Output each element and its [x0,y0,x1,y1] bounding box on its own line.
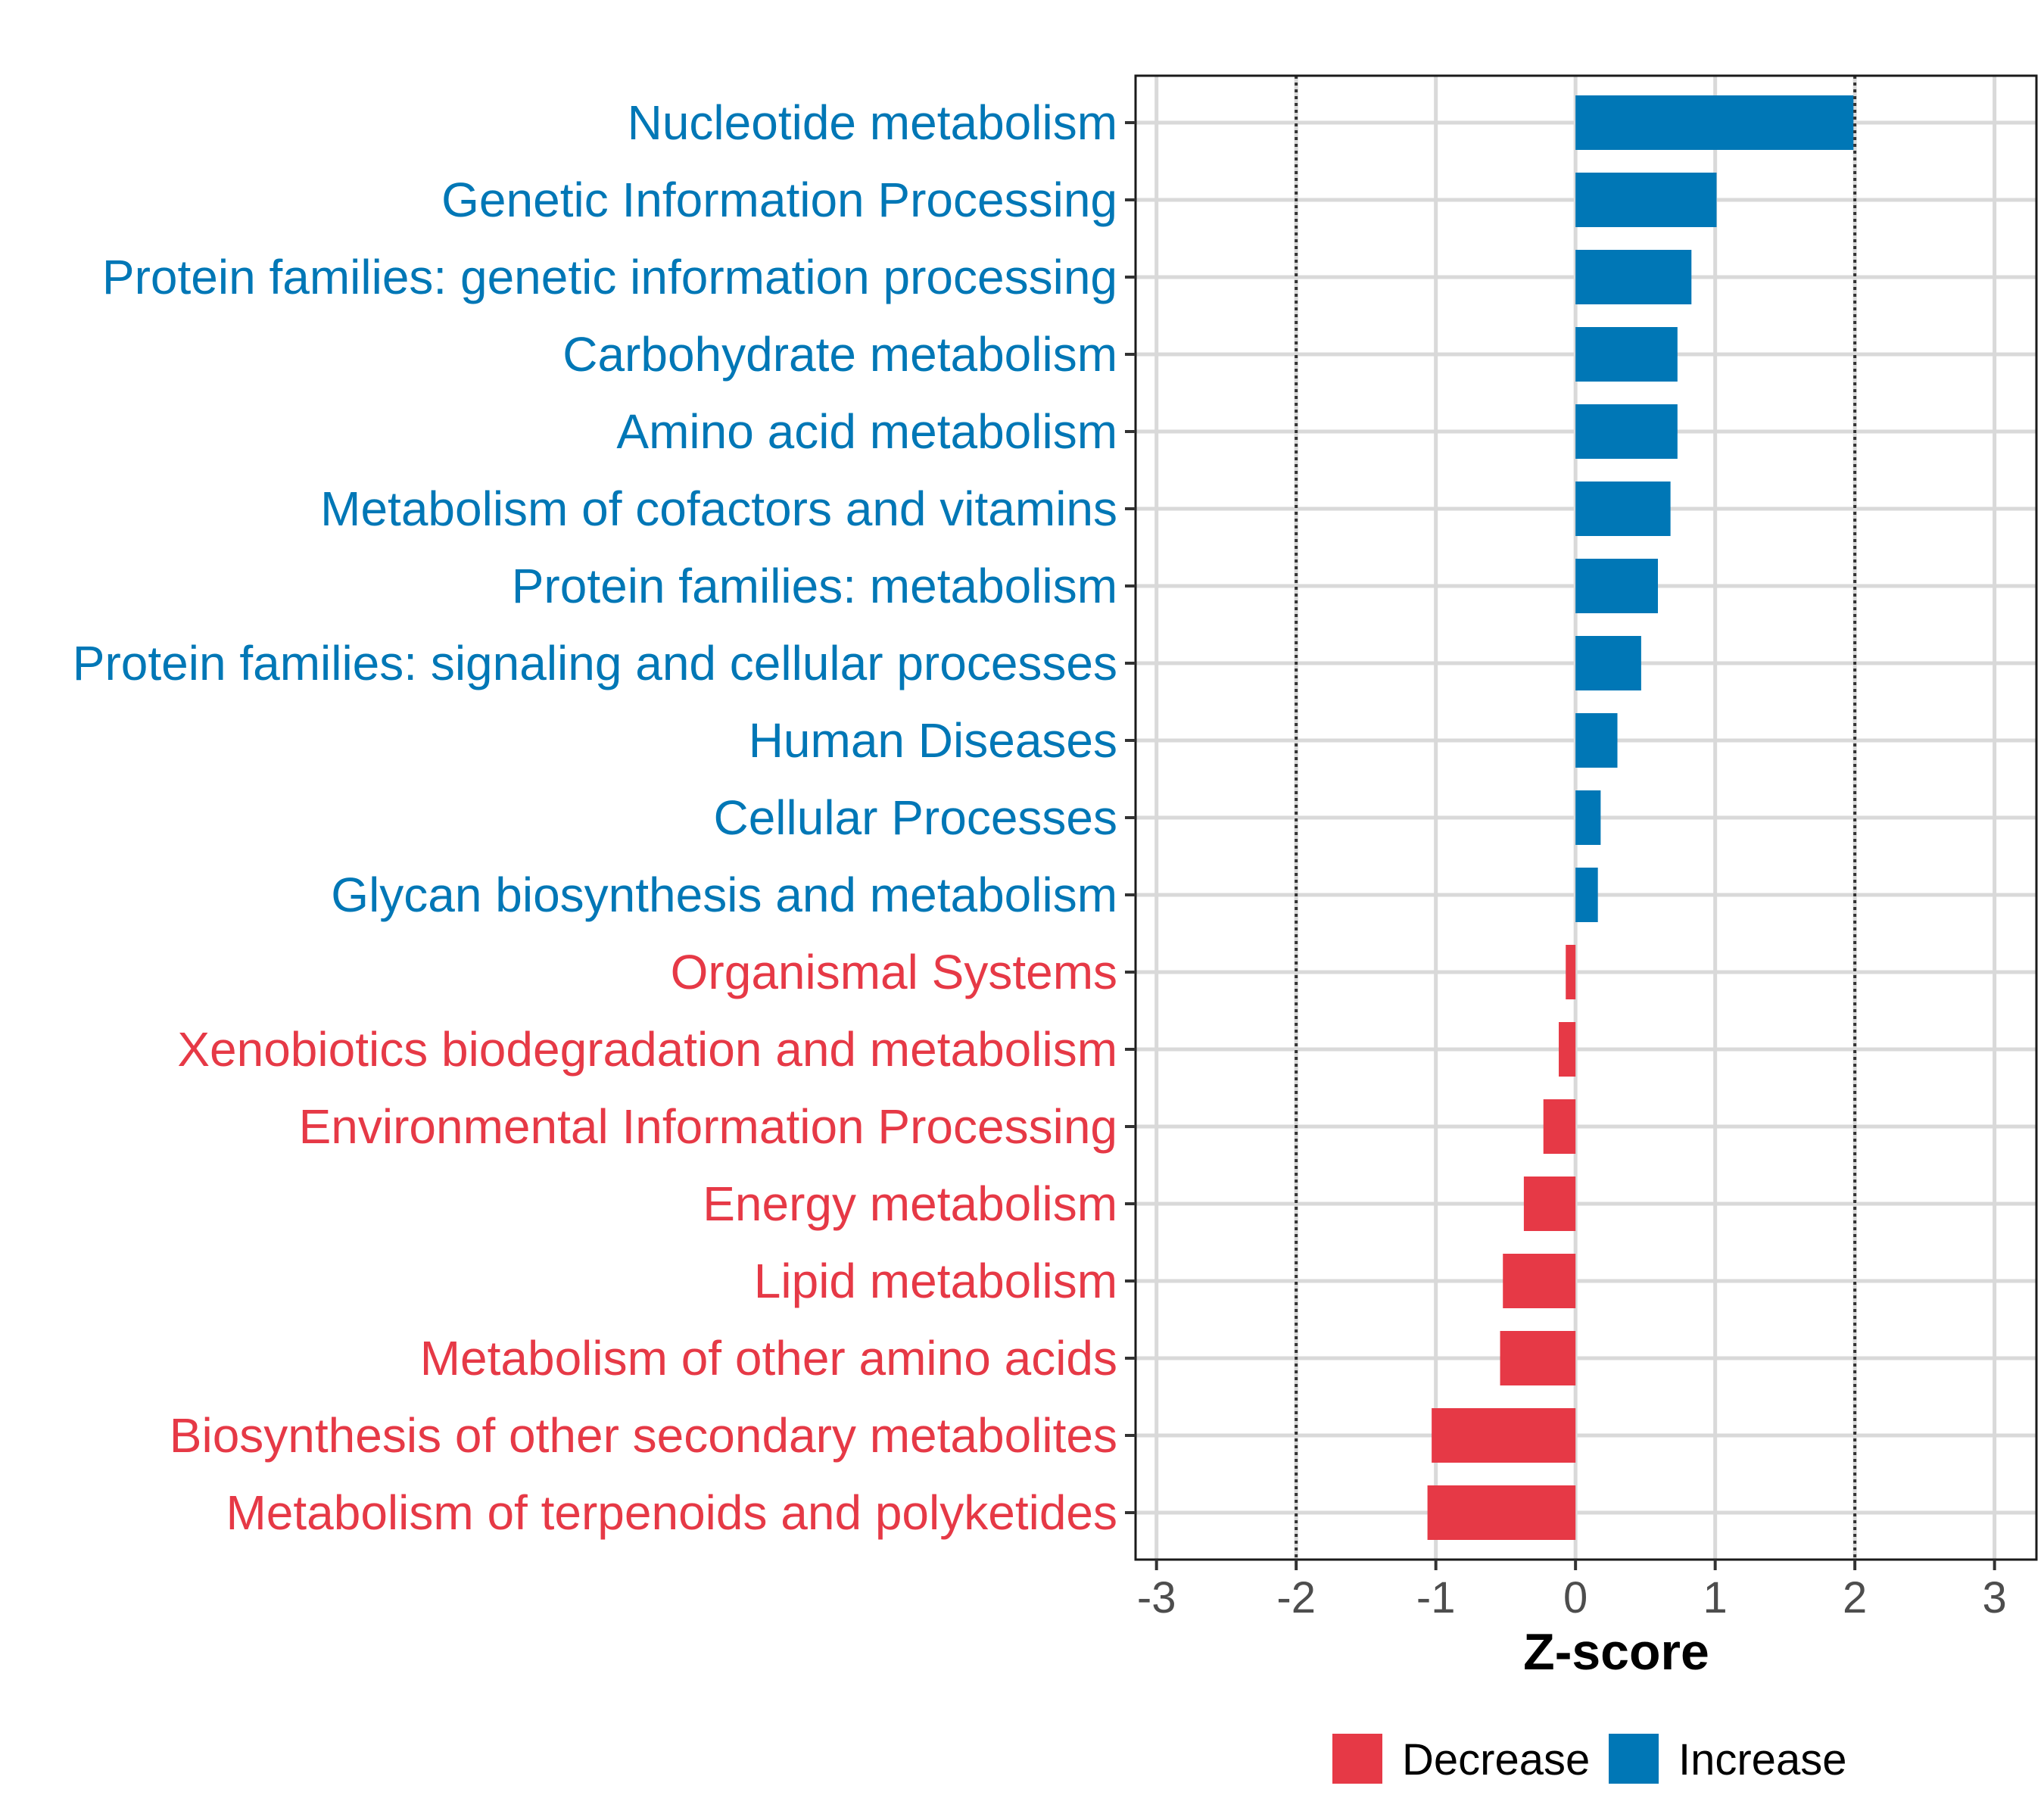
category-label: Amino acid metabolism [616,404,1117,459]
bar [1575,404,1678,459]
bar [1575,250,1692,304]
category-label: Organismal Systems [671,945,1117,999]
bar [1575,790,1601,845]
x-tick-label: 0 [1563,1573,1588,1622]
bar [1575,482,1671,536]
bar [1523,1177,1576,1231]
y-axis-ticks [1125,121,1136,1514]
bar [1500,1331,1576,1385]
category-label: Human Diseases [749,713,1117,768]
bar [1575,327,1678,382]
category-label: Genetic Information Processing [441,173,1117,227]
legend: Decrease Increase [1332,1734,1846,1784]
x-axis-title: Z-score [1523,1623,1709,1681]
bars [1427,95,1854,1540]
category-label: Energy metabolism [703,1177,1117,1231]
bar [1575,713,1618,768]
bar [1575,173,1717,227]
x-axis-labels: -3 -2 -1 0 1 2 3 [1137,1573,2007,1622]
bar [1575,95,1854,150]
category-label: Cellular Processes [713,790,1117,845]
bar [1575,868,1598,922]
category-label: Lipid metabolism [754,1254,1117,1308]
category-label: Metabolism of terpenoids and polyketides [226,1485,1117,1540]
legend-label: Decrease [1402,1735,1590,1784]
category-label: Environmental Information Processing [299,1099,1117,1154]
category-label: Carbohydrate metabolism [562,327,1117,382]
x-tick-label: -1 [1416,1573,1456,1622]
x-tick-label: -2 [1276,1573,1316,1622]
reference-lines [1295,76,1857,1560]
legend-label: Increase [1678,1735,1846,1784]
x-tick-label: 3 [1983,1573,2007,1622]
category-label: Biosynthesis of other secondary metaboli… [170,1408,1117,1463]
category-label: Metabolism of other amino acids [420,1331,1117,1385]
y-axis-labels: Nucleotide metabolism Genetic Information… [73,95,1117,1540]
category-label: Protein families: signaling and cellular… [73,636,1117,690]
bar [1575,559,1659,613]
legend-swatch [1332,1734,1382,1784]
bar [1566,945,1576,999]
bar [1575,636,1641,690]
bar [1432,1408,1576,1463]
bar [1427,1485,1576,1540]
x-tick-label: 2 [1843,1573,1867,1622]
x-tick-label: -3 [1137,1573,1176,1622]
x-tick-label: 1 [1703,1573,1728,1622]
category-label: Nucleotide metabolism [628,95,1117,150]
category-label: Protein families: genetic information pr… [102,250,1117,304]
category-label: Metabolism of cofactors and vitamins [320,482,1117,536]
category-label: Xenobiotics biodegradation and metabolis… [177,1022,1117,1077]
bar [1543,1099,1576,1154]
legend-swatch [1609,1734,1659,1784]
category-label: Glycan biosynthesis and metabolism [331,868,1117,922]
category-label: Protein families: metabolism [512,559,1117,613]
x-axis-ticks [1154,1560,1996,1570]
bar [1503,1254,1576,1308]
bar [1559,1022,1576,1077]
